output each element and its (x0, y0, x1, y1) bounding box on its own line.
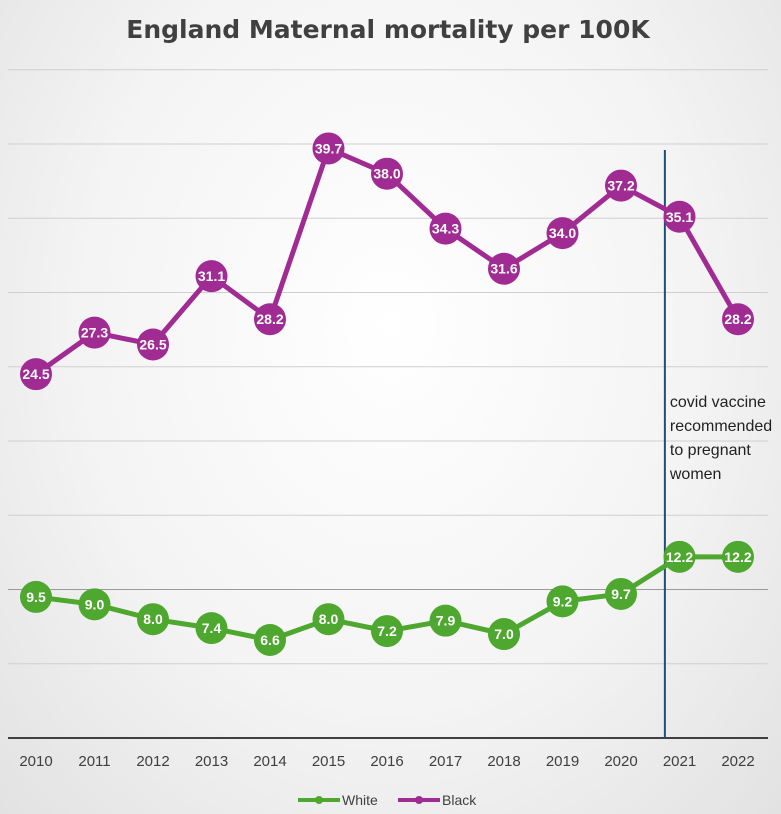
x-tick-label: 2019 (546, 753, 579, 770)
data-point-black (254, 303, 286, 336)
x-tick-label: 2018 (487, 753, 520, 770)
annotation-text: covid vaccine (670, 394, 766, 411)
data-label-white: 9.0 (85, 596, 105, 612)
data-point-black (488, 252, 520, 285)
x-tick-label: 2021 (663, 753, 696, 770)
data-point-white (371, 615, 403, 648)
x-tick-label: 2015 (312, 753, 345, 770)
data-point-black (20, 358, 52, 391)
data-label-black: 28.2 (724, 311, 751, 327)
series-layer: 9.5 9.0 8.0 7.4 6.6 8.0 7.2 7.9 7.0 9.2 9.7 12.2 12.… (20, 132, 754, 656)
data-label-black: 31.1 (198, 268, 225, 284)
data-label-white: 12.2 (666, 549, 693, 565)
x-tick-label: 2012 (136, 753, 169, 770)
x-tick-label: 2013 (195, 753, 228, 770)
data-label-black: 24.5 (22, 366, 49, 382)
data-label-white: 6.6 (260, 632, 280, 648)
data-label-white: 8.0 (143, 611, 163, 627)
data-point-black (195, 260, 228, 293)
x-tick-label: 2017 (429, 753, 462, 770)
data-point-black (546, 217, 579, 250)
data-label-black: 28.2 (256, 311, 283, 327)
data-label-white: 7.9 (436, 613, 456, 629)
data-label-white: 9.5 (26, 589, 46, 605)
data-label-white: 7.2 (377, 623, 397, 639)
data-point-black (605, 169, 637, 202)
data-label-white: 7.4 (202, 620, 222, 636)
data-point-white (254, 623, 286, 656)
data-label-black: 34.0 (549, 225, 576, 241)
data-point-black (663, 200, 696, 233)
data-label-white: 12.2 (724, 549, 751, 565)
annotation: covid vaccine recommended to pregnant women (663, 150, 772, 738)
data-point-white (195, 612, 228, 645)
data-point-white (20, 580, 52, 613)
data-point-white (429, 604, 462, 637)
x-tick-label: 2020 (604, 753, 637, 770)
annotation-text: to pregnant (670, 442, 752, 459)
data-point-white (312, 603, 345, 636)
data-point-black (312, 132, 345, 165)
legend-label-white: White (342, 792, 378, 808)
data-point-white (722, 540, 754, 573)
data-label-black: 34.3 (432, 221, 459, 237)
data-point-white (663, 540, 696, 573)
legend-label-black: Black (442, 792, 477, 808)
data-label-white: 9.7 (611, 586, 631, 602)
legend-swatch-marker-black (415, 796, 423, 804)
data-label-white: 8.0 (319, 611, 339, 627)
data-point-black (371, 157, 403, 190)
x-tick-label: 2014 (253, 753, 286, 770)
gridlines (8, 69, 768, 665)
x-tick-label: 2010 (19, 753, 52, 770)
legend-swatch-marker-white (315, 796, 323, 804)
data-point-black (429, 212, 462, 245)
data-label-black: 35.1 (666, 209, 693, 225)
data-point-white (546, 585, 579, 618)
data-point-black (137, 328, 169, 361)
annotation-text: recommended (670, 418, 772, 435)
data-label-black: 26.5 (139, 336, 166, 352)
legend: White Black (298, 792, 477, 808)
data-point-black (722, 303, 754, 336)
data-point-white (605, 577, 637, 610)
x-axis: 2010 2011 2012 2013 2014 2015 2016 2017 2018 2019… (8, 737, 768, 770)
data-label-black: 31.6 (490, 261, 517, 277)
data-point-black (78, 316, 111, 349)
data-label-black: 37.2 (607, 178, 634, 194)
data-label-white: 9.2 (553, 593, 573, 609)
data-point-white (137, 603, 169, 636)
data-label-black: 39.7 (315, 140, 342, 156)
annotation-text: women (669, 466, 722, 483)
x-tick-label: 2022 (721, 753, 754, 770)
data-point-white (78, 588, 111, 621)
data-label-white: 7.0 (494, 626, 514, 642)
chart-title: England Maternal mortality per 100K (126, 15, 651, 44)
data-point-white (488, 618, 520, 651)
x-tick-label: 2016 (370, 753, 403, 770)
data-label-black: 27.3 (81, 325, 108, 341)
data-label-black: 38.0 (373, 166, 400, 182)
x-tick-label: 2011 (78, 753, 110, 770)
